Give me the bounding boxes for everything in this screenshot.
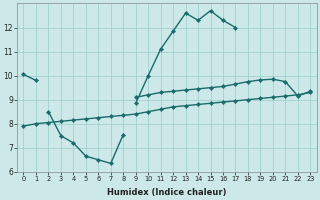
X-axis label: Humidex (Indice chaleur): Humidex (Indice chaleur): [107, 188, 227, 197]
